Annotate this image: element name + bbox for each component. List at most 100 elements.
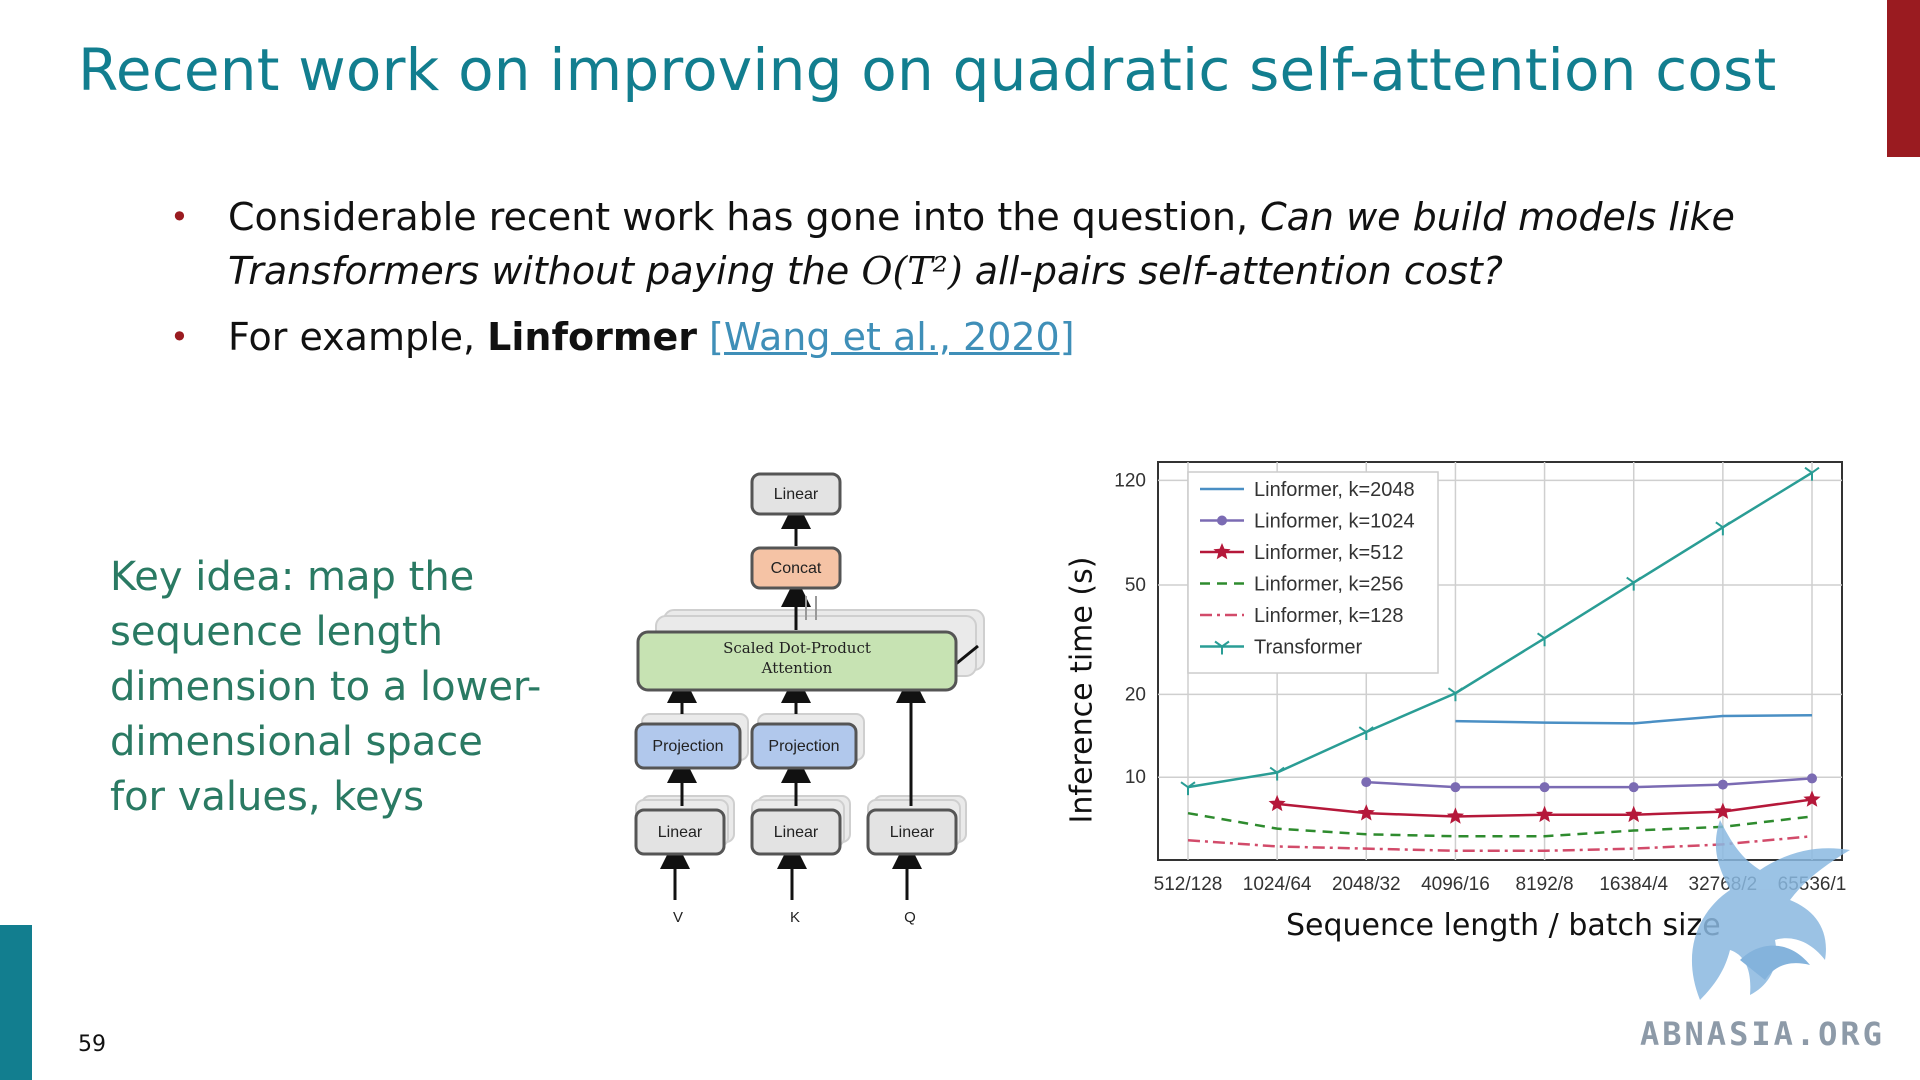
bullet-1-text: Considerable recent work has gone into t…: [228, 195, 1261, 239]
x-tick-labels: 512/128 1024/64 2048/32 4096/16 8192/8 16384/…: [1154, 874, 1847, 895]
data-point: [1268, 794, 1286, 812]
bullet-1-question-middle: Transformers without paying the: [228, 249, 862, 293]
legend-label: Linformer, k=2048: [1254, 479, 1415, 501]
data-point: [1357, 804, 1375, 821]
slide-title: Recent work on improving on quadratic se…: [78, 36, 1777, 104]
projection-label-left: Projection: [652, 738, 723, 755]
projection-box-right: [750, 722, 858, 770]
legend-box: [1187, 471, 1439, 674]
legend-entry: Linformer, k=128: [1200, 605, 1404, 627]
data-point: [1269, 766, 1285, 781]
attention-label: Scaled Dot-Product Attention: [723, 639, 871, 677]
legend-entry: Linformer, k=256: [1200, 574, 1404, 596]
bullet-1-question-start: Can we build models like: [1260, 195, 1735, 239]
series-2: [1268, 790, 1821, 824]
y-tick-label: 20: [1125, 684, 1146, 705]
linear-q-label: Linear: [890, 824, 935, 841]
x-tick-label: 2048/32: [1332, 874, 1401, 895]
attention-box: [636, 630, 958, 692]
linear-output-box: [750, 472, 842, 516]
projection-label-right: Projection: [768, 738, 839, 755]
data-point: [1447, 687, 1464, 702]
series-5: [1180, 466, 1820, 796]
data-point: [1217, 515, 1227, 526]
x-tick-label: 16384/4: [1599, 874, 1668, 895]
projection-box-left: [634, 722, 742, 770]
linear-k-box: [750, 808, 842, 856]
y-tick-label: 120: [1114, 470, 1146, 491]
series-line: [1187, 811, 1813, 838]
legend-entry: Linformer, k=1024: [1200, 511, 1415, 533]
data-point: [1715, 521, 1731, 536]
series-lines: [1180, 466, 1821, 853]
linear-v-box: [634, 808, 726, 856]
watermark-text: ABNASIA.ORG: [1640, 1015, 1885, 1053]
legend-label: Linformer, k=256: [1254, 574, 1404, 596]
bullet-1-math: O(T²): [861, 249, 963, 293]
linformer-attention-diagram: Linear Concat Scaled Dot-Product Attenti…: [634, 472, 985, 926]
data-point: [1536, 805, 1554, 823]
data-point: [1214, 640, 1230, 655]
watermark-logo: [1691, 820, 1850, 1000]
legend-label: Linformer, k=1024: [1254, 511, 1415, 533]
legend-label: Linformer, k=512: [1254, 542, 1404, 564]
legend-entry: Linformer, k=2048: [1200, 479, 1415, 501]
data-point: [1804, 466, 1820, 481]
data-point: [1180, 781, 1196, 796]
linear-output-label: Linear: [774, 486, 819, 503]
key-idea-text: Key idea: map the sequence length dimens…: [110, 554, 542, 820]
series-1: [1361, 773, 1817, 793]
input-q-label: Q: [904, 909, 916, 926]
inference-time-chart: 10 20 50 120 512/128 1024/64 2048/32 4096/16 81…: [1114, 461, 1847, 895]
linear-k-label: Linear: [774, 824, 819, 841]
y-axis-label: Inference time (s): [1064, 556, 1100, 824]
data-point: [1446, 807, 1464, 824]
data-point: [1213, 543, 1231, 560]
data-point: [1361, 777, 1372, 788]
series-3: [1187, 811, 1813, 838]
legend-label: Transformer: [1254, 637, 1363, 659]
y-tick-labels: 10 20 50 120: [1114, 470, 1146, 788]
bullet-2-model-name: Linformer: [487, 315, 697, 359]
bullet-dot-icon: •: [170, 198, 189, 236]
series-line: [1366, 777, 1813, 789]
x-tick-label: 4096/16: [1421, 874, 1490, 895]
citation-link[interactable]: [Wang et al., 2020]: [709, 315, 1075, 359]
concat-label: Concat: [771, 560, 822, 577]
linear-v-label: Linear: [658, 824, 703, 841]
y-tick-label: 50: [1125, 575, 1146, 596]
series-line: [1455, 713, 1813, 725]
input-k-label: K: [790, 909, 800, 926]
data-point: [1714, 802, 1732, 819]
bullet-dot-icon: •: [170, 318, 189, 356]
concat-box: [750, 546, 842, 590]
data-point: [1625, 805, 1643, 823]
data-point: [1807, 773, 1817, 784]
y-tick-label: 10: [1125, 767, 1146, 788]
data-point: [1626, 576, 1642, 591]
input-v-label: V: [673, 909, 683, 926]
series-line: [1187, 471, 1813, 789]
series-line: [1187, 835, 1813, 853]
data-point: [1536, 632, 1553, 647]
data-point: [1628, 782, 1639, 793]
chart-legend: Linformer, k=2048 Linformer, k=1024 Linfor…: [1187, 471, 1439, 674]
bullet-2-text: For example,: [228, 315, 488, 359]
x-axis-label: Sequence length / batch size: [1286, 908, 1721, 943]
bullet-1-question-end: all-pairs self-attention cost?: [962, 249, 1503, 293]
x-tick-label: 512/128: [1154, 874, 1223, 895]
accent-bar-top-right: [1887, 0, 1920, 157]
legend-label: Linformer, k=128: [1254, 605, 1404, 627]
page-number: 59: [78, 1032, 106, 1057]
data-point: [1539, 782, 1550, 793]
accent-bar-bottom-left: [0, 925, 32, 1080]
data-point: [1358, 726, 1374, 741]
legend-entry: Transformer: [1200, 637, 1363, 659]
linear-q-box: [866, 808, 958, 856]
data-point: [1717, 779, 1728, 790]
series-0: [1455, 713, 1813, 725]
series-4: [1187, 835, 1813, 853]
legend-entry: Linformer, k=512: [1200, 542, 1404, 564]
data-point: [1450, 782, 1461, 793]
x-tick-label: 8192/8: [1516, 874, 1574, 895]
